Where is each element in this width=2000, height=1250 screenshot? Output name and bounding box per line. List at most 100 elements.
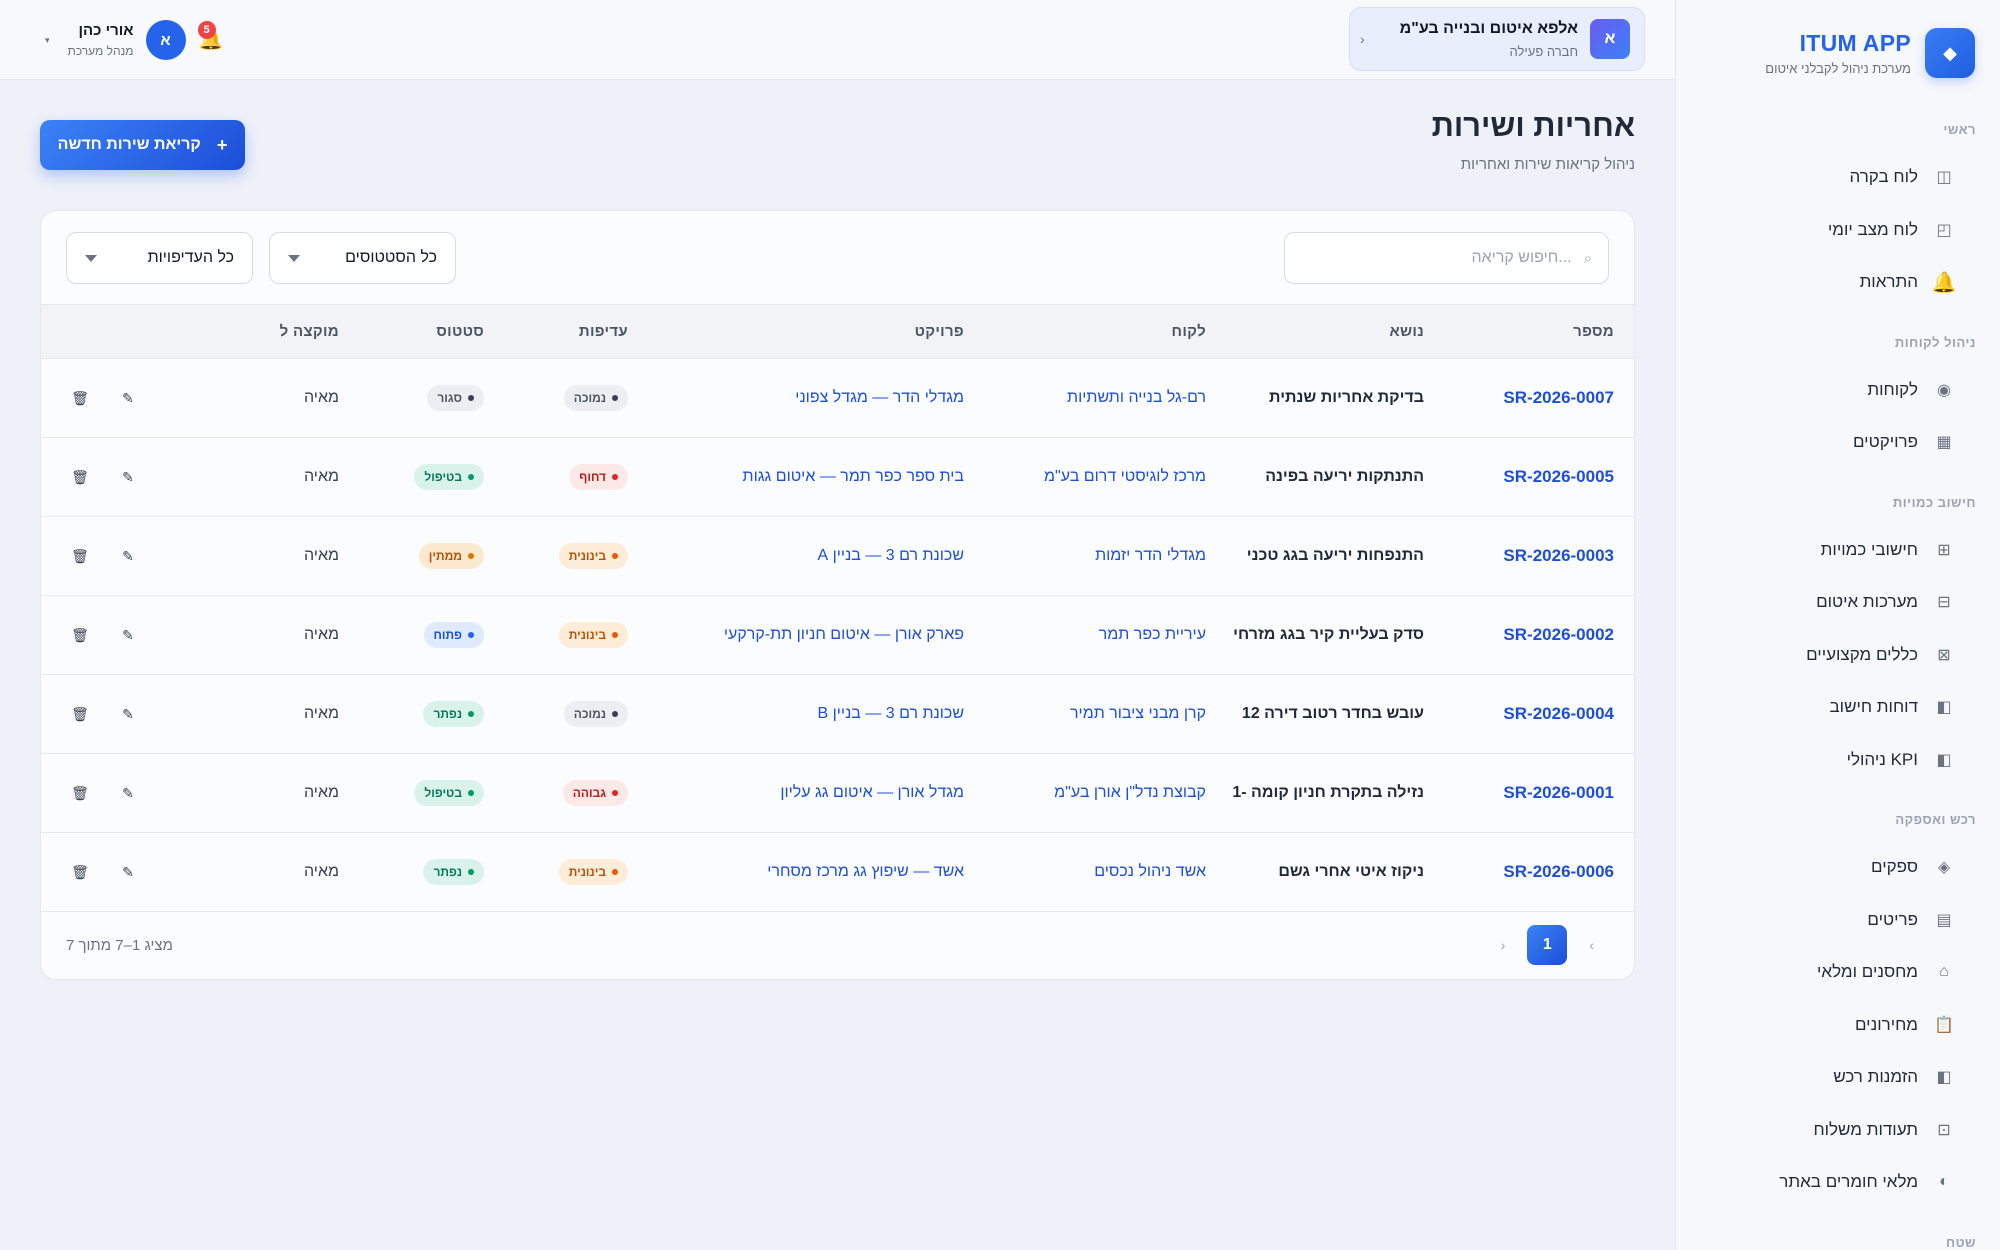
sidebar-item-delivery[interactable]: ⊡ תעודות משלוח: [1700, 1104, 1976, 1157]
sidebar-item-report[interactable]: ◧ דוחות חישוב: [1700, 681, 1976, 734]
cell-status: נפתר: [339, 833, 484, 912]
table-row[interactable]: SR-2026-0006 ניקוז איטי אחרי גשם אשד ניה…: [41, 833, 1634, 912]
sidebar-item-purchase[interactable]: ◧ הזמנות רכש: [1700, 1051, 1976, 1104]
service-call-link[interactable]: SR-2026-0006: [1503, 862, 1614, 881]
header-actions: [41, 304, 194, 359]
client-link[interactable]: רם-גל בנייה ותשתיות: [1067, 389, 1206, 406]
header-client[interactable]: לקוח: [964, 304, 1206, 359]
priority-filter-select[interactable]: כל העדיפויות: [66, 232, 253, 284]
sidebar-item-calculator[interactable]: ⊞ חישובי כמויות: [1700, 524, 1976, 577]
sidebar-item-label: לוח מצב יומי: [1827, 219, 1918, 239]
service-call-link[interactable]: SR-2026-0001: [1503, 783, 1614, 802]
cell-assignee: מאיה: [303, 468, 339, 485]
warehouse-icon: ⌂: [1939, 963, 1949, 981]
sidebar-item-warehouse[interactable]: ⌂ מחסנים ומלאי: [1700, 946, 1976, 999]
edit-icon[interactable]: ✎: [122, 389, 134, 406]
search-box[interactable]: ⌕: [1284, 232, 1609, 284]
sidebar-item-pricelist[interactable]: 📋 מחירונים: [1700, 999, 1976, 1052]
sidebar-item-list[interactable]: ▤ פריטים: [1700, 894, 1976, 947]
company-status: חברה פעילה: [1509, 43, 1578, 59]
user-area: 🔔 5 א אורי כהן מנהל מערכת ▾: [45, 18, 279, 62]
page-button-current[interactable]: 1: [1527, 925, 1568, 965]
status-label: נפתר: [433, 707, 462, 721]
dot-icon: [468, 869, 474, 875]
priority-badge: נמוכה: [563, 385, 628, 411]
delete-icon[interactable]: 🗑: [71, 784, 89, 801]
grid-icon: ▦: [1936, 434, 1952, 452]
priority-filter-value: כל העדיפויות: [147, 249, 234, 266]
prev-page-button[interactable]: ›: [1589, 937, 1594, 953]
sidebar-item-clipboard[interactable]: ◰ לוח מצב יומי: [1700, 204, 1976, 257]
sidebar-item-layout[interactable]: ◫ לוח בקרה: [1700, 151, 1976, 204]
service-call-link[interactable]: SR-2026-0004: [1503, 704, 1614, 723]
table-row[interactable]: SR-2026-0007 בדיקת אחריות שנתית רם-גל בנ…: [41, 359, 1634, 438]
edit-icon[interactable]: ✎: [122, 626, 134, 643]
project-link[interactable]: מגדל אורן — איטום גג עליון: [780, 784, 964, 801]
sidebar-item-rules[interactable]: ⊠ כללים מקצועיים: [1700, 629, 1976, 682]
search-input[interactable]: [1301, 249, 1572, 267]
service-call-link[interactable]: SR-2026-0002: [1503, 625, 1614, 644]
service-call-link[interactable]: SR-2026-0007: [1503, 388, 1614, 407]
table-row[interactable]: SR-2026-0004 עובש בחדר רטוב דירה 12 קרן …: [41, 675, 1634, 754]
delete-icon[interactable]: 🗑: [71, 626, 89, 643]
dot-icon: [612, 790, 618, 796]
client-link[interactable]: מגדלי הדר יזמות: [1095, 547, 1206, 564]
edit-icon[interactable]: ✎: [122, 547, 134, 564]
header-topic[interactable]: נושא: [1206, 304, 1424, 359]
sidebar-item-label: מלאי חומרים באתר: [1779, 1172, 1918, 1192]
cell-topic: סדק בעליית קיר בגג מזרחי: [1233, 626, 1424, 643]
table-row[interactable]: SR-2026-0003 התנפחות יריעה בגג טכני מגדל…: [41, 517, 1634, 596]
sidebar-item-bell[interactable]: 🔔 התראות: [1700, 256, 1976, 309]
edit-icon[interactable]: ✎: [122, 705, 134, 722]
dot-icon: [612, 474, 618, 480]
company-switcher[interactable]: א אלפא איטום ובנייה בע"מ חברה פעילה ‹: [1349, 7, 1645, 71]
cell-topic: עובש בחדר רטוב דירה 12: [1241, 705, 1424, 722]
edit-icon[interactable]: ✎: [122, 468, 134, 485]
client-link[interactable]: קרן מבני ציבור תמיר: [1070, 705, 1206, 722]
sidebar-item-kpi[interactable]: ◧ KPI ניהולי: [1700, 734, 1976, 787]
sidebar-item-users[interactable]: ◉ לקוחות: [1700, 364, 1976, 417]
service-call-link[interactable]: SR-2026-0003: [1503, 546, 1614, 565]
header-priority[interactable]: עדיפות: [484, 304, 628, 359]
delete-icon[interactable]: 🗑: [71, 547, 89, 564]
project-link[interactable]: מגדלי הדר — מגדל צפוני: [795, 389, 964, 406]
new-service-call-button[interactable]: + קריאת שירות חדשה: [40, 120, 245, 170]
header-assignee[interactable]: מוקצה ל: [194, 304, 339, 359]
project-link[interactable]: שכונת רם 3 — בניין B: [817, 705, 964, 722]
status-filter-select[interactable]: כל הסטטוסים: [269, 232, 456, 284]
project-link[interactable]: פארק אורן — איטום חניון תת-קרקעי: [723, 626, 964, 643]
user-menu[interactable]: א אורי כהן מנהל מערכת ▾: [45, 20, 186, 60]
delete-icon[interactable]: 🗑: [71, 705, 89, 722]
notifications-button[interactable]: 🔔 5: [197, 21, 224, 53]
delete-icon[interactable]: 🗑: [71, 468, 89, 485]
project-link[interactable]: בית ספר כפר תמר — איטום גגות: [742, 468, 964, 485]
table-row[interactable]: SR-2026-0002 סדק בעליית קיר בגג מזרחי עי…: [41, 596, 1634, 675]
header-project[interactable]: פרויקט: [628, 304, 964, 359]
edit-icon[interactable]: ✎: [122, 863, 134, 880]
nav-section-heading: ניהול לקוחות: [1894, 334, 1976, 350]
client-link[interactable]: מרכז לוגיסטי דרום בע"מ: [1044, 468, 1206, 485]
sidebar-item-label: מחסנים ומלאי: [1817, 962, 1918, 982]
edit-icon[interactable]: ✎: [122, 784, 134, 801]
sidebar-item-site-stock[interactable]: ◐ מלאי חומרים באתר: [1700, 1156, 1976, 1209]
rules-icon: ⊠: [1937, 646, 1951, 664]
header-status[interactable]: סטטוס: [339, 304, 484, 359]
project-link[interactable]: אשד — שיפוץ גג מרכז מסחרי: [767, 863, 964, 880]
next-page-button[interactable]: ‹: [1500, 937, 1506, 953]
table-row[interactable]: SR-2026-0005 התנתקות יריעה בפינה מרכז לו…: [41, 438, 1634, 517]
delete-icon[interactable]: 🗑: [71, 863, 89, 880]
client-link[interactable]: קבוצת נדל"ן אורן בע"מ: [1054, 784, 1206, 801]
header-number[interactable]: מספר: [1424, 304, 1634, 359]
sidebar-item-layers[interactable]: ⊟ מערכות איטום: [1700, 576, 1976, 629]
table-row[interactable]: SR-2026-0001 נזילה בתקרת חניון קומה -1 ק…: [41, 754, 1634, 833]
client-link[interactable]: אשד ניהול נכסים: [1094, 863, 1206, 880]
brand[interactable]: ◆ ITUM APP מערכת ניהול לקבלני איטום: [1676, 0, 2000, 80]
service-call-link[interactable]: SR-2026-0005: [1503, 467, 1614, 486]
sidebar-item-supplier[interactable]: ◈ ספקים: [1700, 841, 1976, 894]
sidebar-item-grid[interactable]: ▦ פרויקטים: [1700, 416, 1976, 469]
client-link[interactable]: עיריית כפר תמר: [1098, 626, 1206, 643]
project-link[interactable]: שכונת רם 3 — בניין A: [817, 547, 964, 564]
dot-icon: [468, 553, 474, 559]
delete-icon[interactable]: 🗑: [71, 389, 89, 406]
status-label: פתוח: [433, 628, 462, 642]
